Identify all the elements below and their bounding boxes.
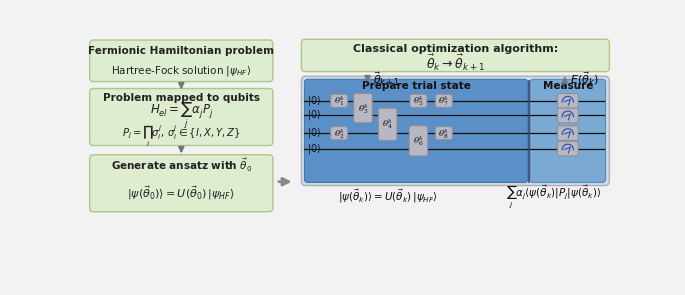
FancyBboxPatch shape [409,126,427,156]
Text: $\theta_3^k$: $\theta_3^k$ [358,102,369,115]
Text: $\theta_4^k$: $\theta_4^k$ [382,118,393,131]
Text: $\theta_5^k$: $\theta_5^k$ [413,94,424,107]
Text: Fermionic Hamiltonian problem: Fermionic Hamiltonian problem [88,46,274,56]
Text: $|0\rangle$: $|0\rangle$ [307,109,321,122]
FancyBboxPatch shape [558,108,578,123]
Text: $\vec{\theta}_k \rightarrow \vec{\theta}_{k+1}$: $\vec{\theta}_k \rightarrow \vec{\theta}… [426,52,485,73]
Text: Hartree-Fock solution $|\psi_{HF}\rangle$: Hartree-Fock solution $|\psi_{HF}\rangle… [111,64,251,78]
FancyBboxPatch shape [436,127,452,140]
Text: Problem mapped to qubits: Problem mapped to qubits [103,93,260,103]
Text: $\theta_2^k$: $\theta_2^k$ [334,127,345,140]
Text: $\sum_j \alpha_j\langle\psi(\vec{\theta}_k)|P_j|\psi(\vec{\theta}_k)\rangle$: $\sum_j \alpha_j\langle\psi(\vec{\theta}… [506,183,601,210]
FancyBboxPatch shape [90,88,273,145]
Text: $\theta_1^k$: $\theta_1^k$ [334,94,345,108]
FancyBboxPatch shape [301,76,610,186]
Text: Classical optimization algorithm:: Classical optimization algorithm: [353,44,558,54]
Text: $E(\vec{\theta}_k)$: $E(\vec{\theta}_k)$ [570,71,599,88]
FancyBboxPatch shape [558,126,578,140]
Text: Measure: Measure [543,81,593,91]
FancyBboxPatch shape [331,127,347,140]
Text: $|0\rangle$: $|0\rangle$ [307,126,321,140]
FancyBboxPatch shape [90,40,273,82]
FancyBboxPatch shape [378,108,397,140]
FancyBboxPatch shape [410,94,427,107]
FancyBboxPatch shape [331,94,347,107]
Text: $\vec{\theta}_{k+1}$: $\vec{\theta}_{k+1}$ [373,71,400,88]
Text: $|0\rangle$: $|0\rangle$ [307,142,321,155]
FancyBboxPatch shape [558,94,578,108]
Text: $P_j = \prod_i \sigma_i^j,\, \sigma_i^j \in \{I, X, Y, Z\}$: $P_j = \prod_i \sigma_i^j,\, \sigma_i^j … [122,124,240,149]
Text: $|\psi(\vec{\theta}_0)\rangle = U(\vec{\theta}_0)\,|\psi_{HF}\rangle$: $|\psi(\vec{\theta}_0)\rangle = U(\vec{\… [127,184,235,202]
FancyBboxPatch shape [353,94,372,123]
FancyBboxPatch shape [558,141,578,156]
Text: Prepare trial state: Prepare trial state [362,81,471,91]
FancyBboxPatch shape [301,39,610,72]
Text: Generate ansatz with $\vec{\theta}_0$: Generate ansatz with $\vec{\theta}_0$ [110,157,252,174]
FancyBboxPatch shape [436,94,452,107]
Text: $\theta_6^k$: $\theta_6^k$ [413,135,424,148]
FancyBboxPatch shape [304,79,527,183]
Text: $|0\rangle$: $|0\rangle$ [307,94,321,108]
Text: $H_{el} = \sum_j \alpha_j P_j$: $H_{el} = \sum_j \alpha_j P_j$ [149,100,213,130]
Text: $|\psi(\vec{\theta}_k)\rangle =U(\vec{\theta}_k)\,|\psi_{HF}\rangle$: $|\psi(\vec{\theta}_k)\rangle =U(\vec{\t… [338,188,438,205]
Text: $\theta_7^k$: $\theta_7^k$ [438,94,449,107]
Text: $\theta_8^k$: $\theta_8^k$ [438,127,449,140]
FancyBboxPatch shape [530,79,606,183]
FancyBboxPatch shape [90,155,273,212]
